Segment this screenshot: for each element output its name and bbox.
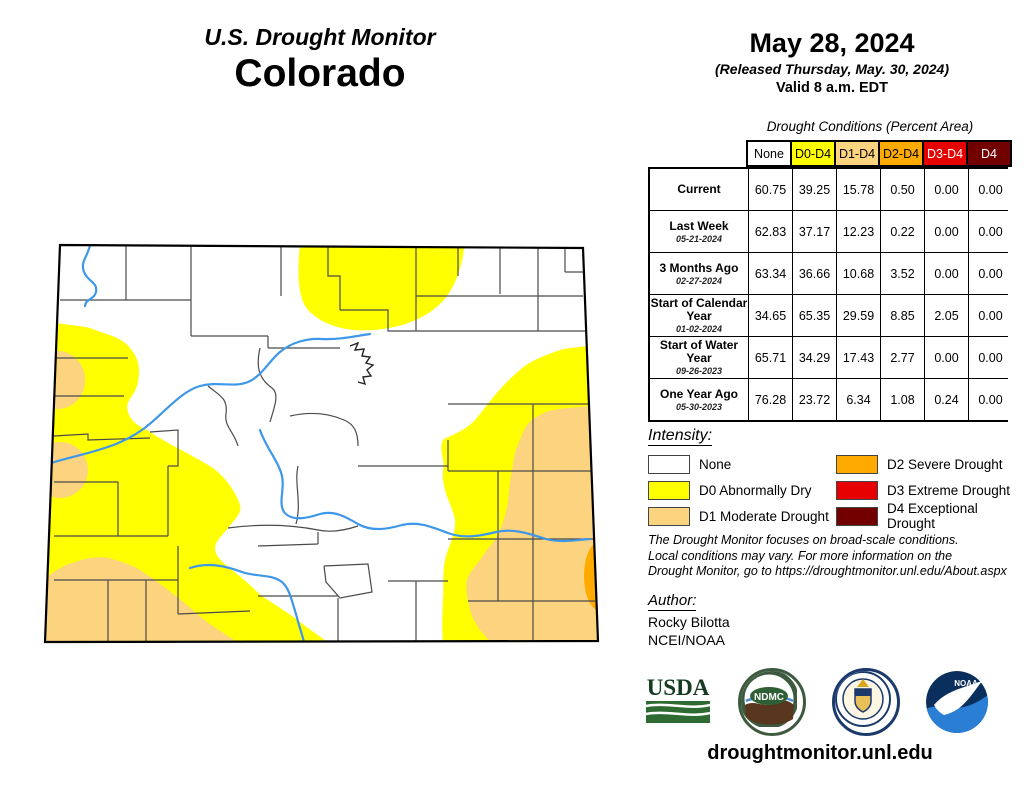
table-value: 0.00 — [925, 337, 968, 378]
table-value: 63.34 — [749, 253, 792, 294]
table-value: 8.85 — [881, 295, 924, 336]
col-header-d2-d4: D2-D4 — [880, 140, 924, 167]
table-value: 65.35 — [793, 295, 836, 336]
state-title: Colorado — [234, 52, 406, 95]
table-row-label: Current — [650, 169, 748, 210]
table-value: 0.00 — [969, 211, 1012, 252]
author-name: Rocky Bilotta — [648, 614, 730, 630]
table-value: 0.00 — [969, 295, 1012, 336]
table-value: 29.59 — [837, 295, 880, 336]
table-value: 3.52 — [881, 253, 924, 294]
table-row-label: 3 Months Ago 02-27-2024 — [650, 253, 748, 294]
county-boundaries — [53, 246, 595, 642]
intensity-heading: Intensity: — [648, 427, 713, 446]
col-header-d4: D4 — [968, 140, 1012, 167]
table-value: 60.75 — [749, 169, 792, 210]
agency-logos: USDA NDMC — [644, 668, 988, 736]
table-row-label: Start of Water Year 09-26-2023 — [650, 337, 748, 378]
table-value: 34.65 — [749, 295, 792, 336]
footer-url: droughtmonitor.unl.edu — [707, 742, 933, 764]
denver-metro-boundary — [349, 341, 375, 386]
map-date: May 28, 2024 — [749, 28, 915, 58]
table-value: 0.00 — [969, 253, 1012, 294]
table-value: 37.17 — [793, 211, 836, 252]
table-value: 15.78 — [837, 169, 880, 210]
table-value: 0.00 — [969, 379, 1012, 420]
state-border — [43, 243, 600, 644]
noaa-logo: NOAA — [926, 671, 988, 733]
rio-grande-river — [188, 563, 306, 642]
svg-text:NDMC: NDMC — [754, 692, 784, 703]
table-value: 1.08 — [881, 379, 924, 420]
legend-item-d4: D4 Exceptional Drought — [836, 501, 1014, 531]
d1-swatch — [648, 506, 690, 526]
table-value: 0.00 — [925, 169, 968, 210]
arkansas-river — [258, 428, 592, 543]
d4-swatch — [836, 506, 878, 526]
valid-time: Valid 8 a.m. EDT — [775, 80, 888, 96]
colorado-river — [46, 332, 372, 466]
legend-item-d3: D3 Extreme Drought — [836, 477, 1014, 503]
col-header-d1-d4: D1-D4 — [836, 140, 880, 167]
table-value: 0.24 — [925, 379, 968, 420]
map-d2-region — [584, 542, 598, 610]
legend-item-none: None — [648, 451, 836, 477]
table-row-label: One Year Ago 05-30-2023 — [650, 379, 748, 420]
col-header-d0-d4: D0-D4 — [792, 140, 836, 167]
col-header-d3-d4: D3-D4 — [924, 140, 968, 167]
table-value: 12.23 — [837, 211, 880, 252]
table-header-row: None D0-D4 D1-D4 D2-D4 D3-D4 D4 — [746, 140, 1012, 167]
table-caption: Drought Conditions (Percent Area) — [766, 119, 974, 134]
released-date: (Released Thursday, May. 30, 2024) — [715, 61, 949, 77]
table-value: 10.68 — [837, 253, 880, 294]
svg-text:NOAA: NOAA — [954, 679, 978, 688]
table-value: 0.22 — [881, 211, 924, 252]
table-value: 65.71 — [749, 337, 792, 378]
rivers — [46, 245, 592, 642]
table-value: 39.25 — [793, 169, 836, 210]
table-value: 0.00 — [925, 253, 968, 294]
table-row-label: Start of Calendar Year 01-02-2024 — [650, 295, 748, 336]
intensity-legend: None D0 Abnormally Dry D1 Moderate Droug… — [648, 451, 1014, 531]
table-value: 6.34 — [837, 379, 880, 420]
river-northwest — [81, 245, 98, 308]
ndmc-logo: NDMC — [738, 668, 806, 736]
drought-conditions-table: None D0-D4 D1-D4 D2-D4 D3-D4 D4 Current … — [648, 140, 1012, 422]
usda-logo: USDA — [645, 675, 711, 723]
none-swatch — [648, 454, 690, 474]
table-value: 17.43 — [837, 337, 880, 378]
table-value: 36.66 — [793, 253, 836, 294]
table-value: 0.00 — [925, 211, 968, 252]
legend-item-d0: D0 Abnormally Dry — [648, 477, 836, 503]
table-value: 0.50 — [881, 169, 924, 210]
date-block: May 28, 2024 (Released Thursday, May. 30… — [640, 28, 1024, 96]
colorado-drought-map — [43, 243, 600, 644]
table-value: 0.00 — [969, 337, 1012, 378]
author-heading: Author: — [648, 592, 697, 611]
d2-swatch — [836, 454, 878, 474]
table-row-label: Last Week 05-21-2024 — [650, 211, 748, 252]
svg-text:USDA: USDA — [647, 675, 710, 700]
table-value: 34.29 — [793, 337, 836, 378]
col-header-none: None — [746, 140, 792, 167]
table-value: 76.28 — [749, 379, 792, 420]
author-org: NCEI/NOAA — [648, 632, 726, 648]
d0-swatch — [648, 480, 690, 500]
table-value: 0.00 — [969, 169, 1012, 210]
legend-item-d2: D2 Severe Drought — [836, 451, 1014, 477]
table-value: 2.05 — [925, 295, 968, 336]
legend-item-d1: D1 Moderate Drought — [648, 503, 836, 529]
disclaimer-note: The Drought Monitor focuses on broad-sca… — [648, 533, 1007, 578]
report-title: U.S. Drought Monitor — [204, 24, 436, 50]
d3-swatch — [836, 480, 878, 500]
table-value: 23.72 — [793, 379, 836, 420]
table-value: 2.77 — [881, 337, 924, 378]
commerce-logo — [832, 668, 900, 736]
table-value: 62.83 — [749, 211, 792, 252]
table-body: Current 60.75 39.25 15.78 0.50 0.00 0.00… — [648, 167, 1012, 422]
